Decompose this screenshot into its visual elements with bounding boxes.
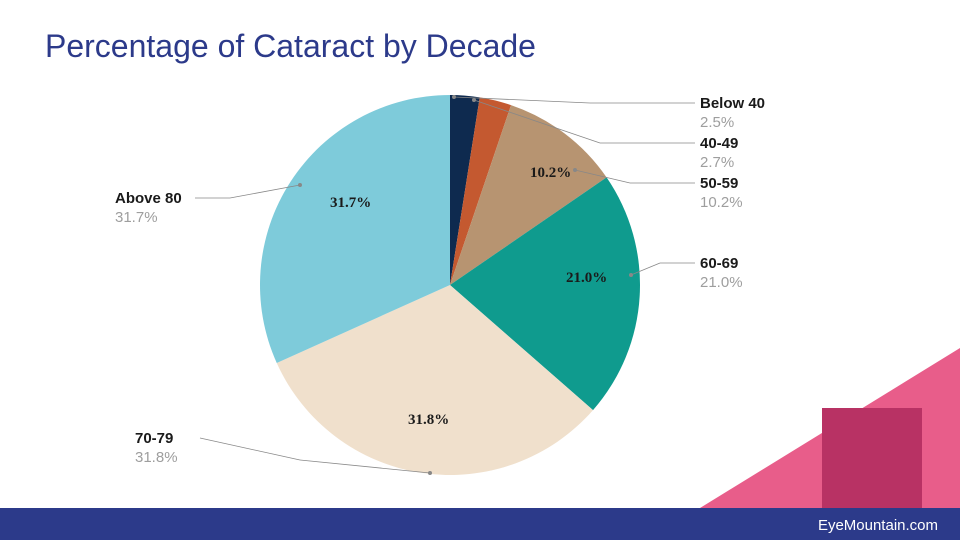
legend-value: 31.8%	[135, 449, 178, 466]
slice-label-50-59: 10.2%	[530, 165, 571, 182]
legend-above-80: Above 80 31.7%	[115, 190, 182, 226]
slice-label-above-80: 31.7%	[330, 195, 371, 212]
footer-bar	[0, 508, 960, 540]
footer-text: EyeMountain.com	[818, 517, 938, 534]
slice-label-70-79: 31.8%	[408, 412, 449, 429]
legend-60-69: 60-69 21.0%	[700, 255, 743, 291]
legend-label: Below 40	[700, 95, 765, 112]
legend-label: 70-79	[135, 430, 178, 447]
legend-value: 21.0%	[700, 274, 743, 291]
legend-40-49: 40-49 2.7%	[700, 135, 738, 171]
legend-below-40: Below 40 2.5%	[700, 95, 765, 131]
page-title: Percentage of Cataract by Decade	[45, 28, 536, 65]
legend-70-79: 70-79 31.8%	[135, 430, 178, 466]
legend-label: 50-59	[700, 175, 743, 192]
legend-50-59: 50-59 10.2%	[700, 175, 743, 211]
legend-value: 2.5%	[700, 114, 765, 131]
legend-label: Above 80	[115, 190, 182, 207]
legend-label: 40-49	[700, 135, 738, 152]
legend-value: 31.7%	[115, 209, 182, 226]
slice-label-60-69: 21.0%	[566, 270, 607, 287]
slide-root: Percentage of Cataract by Decade 10.2% 2…	[0, 0, 960, 540]
legend-value: 10.2%	[700, 194, 743, 211]
legend-value: 2.7%	[700, 154, 738, 171]
decor-square	[822, 408, 922, 508]
legend-label: 60-69	[700, 255, 743, 272]
